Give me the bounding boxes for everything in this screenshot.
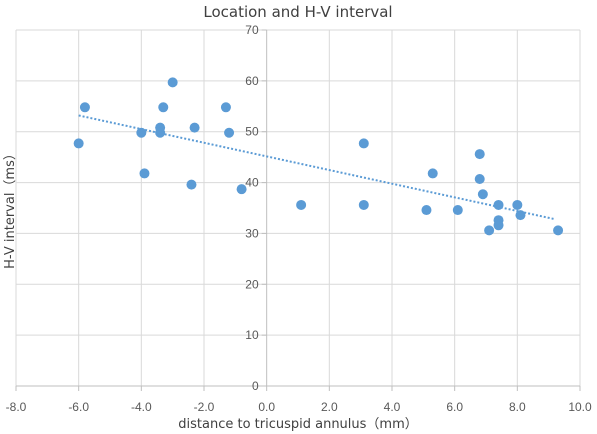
data-point [73,138,84,149]
chart-title: Location and H-V interval [203,3,392,21]
x-tick-label: 6.0 [446,400,463,414]
x-tick-label: -6.0 [68,400,89,414]
axes [15,29,581,391]
data-point [189,122,200,133]
y-tick-label: 40 [245,176,259,190]
x-axis-title: distance to tricuspid annulus（mm） [178,417,418,432]
data-point [512,199,523,210]
data-point [358,138,369,149]
data-point [358,199,369,210]
data-point [186,179,197,190]
x-tick-label: -8.0 [6,400,27,414]
x-tick-label: -4.0 [131,400,152,414]
data-point [427,168,438,179]
x-tick-label: 2.0 [321,400,338,414]
data-point [236,184,247,195]
x-tick-label: 0.0 [258,400,275,414]
data-point [79,102,90,113]
data-point [421,205,432,216]
y-tick-label: 20 [245,277,259,291]
x-tick-label: 10.0 [568,400,592,414]
data-point [515,210,526,221]
y-tick-label: 50 [245,125,259,139]
y-tick-label: 0 [252,379,259,393]
data-point [167,77,178,88]
data-point [474,149,485,160]
x-tick-label: -2.0 [194,400,215,414]
data-point [139,168,150,179]
data-point [474,174,485,185]
data-point [452,205,463,216]
data-point [158,102,169,113]
x-tick-label: 4.0 [384,400,401,414]
x-tick-labels: -8.0 -6.0 -4.0 -2.0 0.0 2.0 4.0 6.0 8.0 10.0 [6,400,592,414]
data-point [477,189,488,200]
data-point [296,199,307,210]
x-tick-label: 8.0 [509,400,526,414]
y-tick-label: 10 [245,328,259,342]
data-point [493,199,504,210]
data-points [73,77,564,236]
trendline-layer [78,114,556,221]
data-point [155,127,166,138]
y-tick-label: 70 [245,23,259,37]
y-tick-labels: 0 10 20 30 40 50 60 70 [245,23,259,393]
data-point [553,225,564,236]
linear-trendline [78,114,556,221]
data-point [224,127,235,138]
y-axis-title: H-V interval（ms） [3,147,18,269]
data-point [136,127,147,138]
data-point [484,225,495,236]
data-point [220,102,231,113]
y-tick-label: 30 [245,226,259,240]
data-point [493,220,504,231]
y-tick-label: 60 [245,74,259,88]
